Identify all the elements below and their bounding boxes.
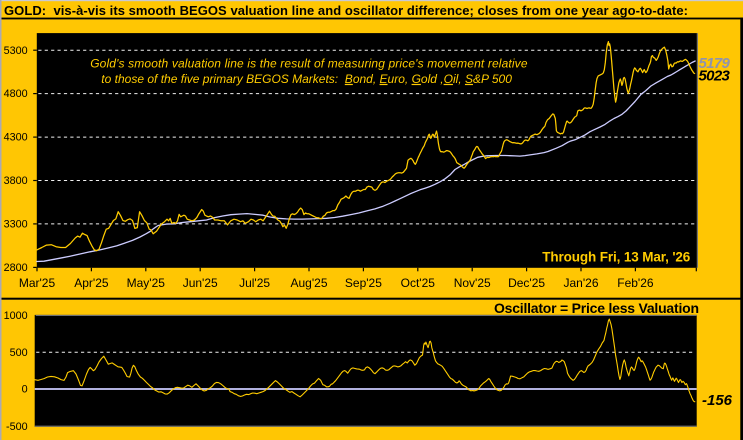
- svg-text:5179: 5179: [699, 55, 731, 72]
- svg-text:3800: 3800: [4, 175, 28, 187]
- svg-text:5300: 5300: [4, 45, 28, 57]
- svg-text:3300: 3300: [4, 219, 28, 231]
- svg-text:Sep'25: Sep'25: [345, 276, 382, 290]
- svg-text:Nov'25: Nov'25: [454, 276, 491, 290]
- svg-text:May'25: May'25: [127, 276, 166, 290]
- svg-text:Dec'25: Dec'25: [508, 276, 545, 290]
- svg-text:0: 0: [22, 384, 28, 396]
- svg-text:Jan'26: Jan'26: [564, 276, 599, 290]
- svg-text:-156: -156: [702, 392, 733, 409]
- svg-text:1000: 1000: [4, 310, 28, 322]
- svg-text:to those of the five primary B: to those of the five primary BEGOS Marke…: [101, 72, 512, 86]
- svg-text:Oscillator = Price less Valuat: Oscillator = Price less Valuation: [494, 300, 699, 316]
- svg-text:Mar'25: Mar'25: [19, 276, 56, 290]
- svg-text:500: 500: [10, 347, 28, 359]
- svg-text:Apr'25: Apr'25: [74, 276, 109, 290]
- svg-text:2800: 2800: [4, 262, 28, 274]
- svg-text:Jun'25: Jun'25: [183, 276, 218, 290]
- svg-text:Jul'25: Jul'25: [239, 276, 270, 290]
- svg-text:GOLD: vis-à-vis its smooth BE: GOLD: vis-à-vis its smooth BEGOS valuati…: [4, 3, 688, 18]
- svg-text:Oct'25: Oct'25: [401, 276, 436, 290]
- svg-text:4300: 4300: [4, 132, 28, 144]
- svg-text:4800: 4800: [4, 88, 28, 100]
- svg-text:Feb'26: Feb'26: [617, 276, 654, 290]
- svg-text:Aug'25: Aug'25: [291, 276, 328, 290]
- svg-text:Through Fri, 13 Mar, '26: Through Fri, 13 Mar, '26: [542, 250, 690, 265]
- svg-text:5023: 5023: [699, 68, 731, 85]
- svg-text:Gold's smooth valuation line i: Gold's smooth valuation line is the resu…: [90, 56, 528, 70]
- svg-text:-500: -500: [6, 421, 28, 433]
